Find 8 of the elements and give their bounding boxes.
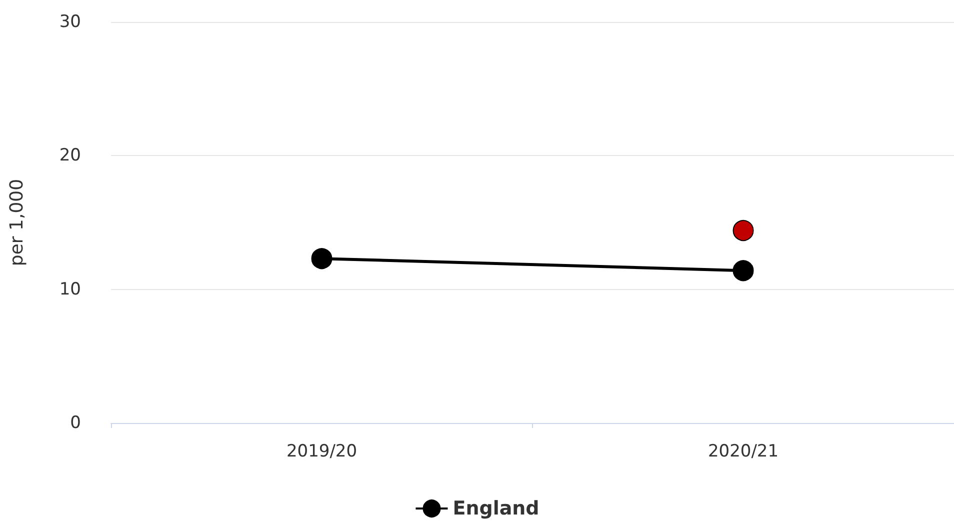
x-tick-label: 2019/20 xyxy=(286,442,358,462)
y-tick-label: 20 xyxy=(59,146,81,166)
legend-label: England xyxy=(452,498,540,520)
y-tick-label: 30 xyxy=(59,12,81,32)
y-tick-label: 10 xyxy=(59,279,81,300)
y-tick-label: 0 xyxy=(70,413,81,433)
x-tick-label: 2020/21 xyxy=(708,442,779,462)
y-axis-title: per 1,000 xyxy=(6,178,28,266)
